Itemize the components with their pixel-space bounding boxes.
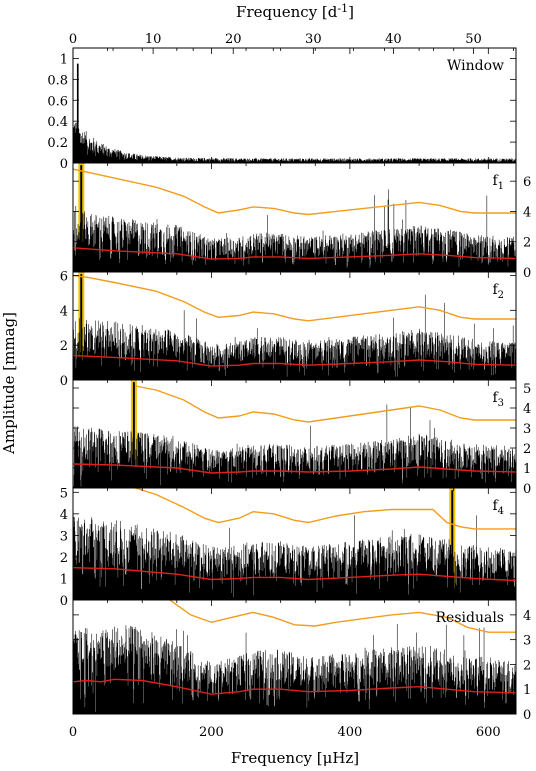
panel-label-f1: f1 — [492, 173, 504, 192]
ytick-label-f3: 5 — [523, 382, 531, 397]
threshold-line-f3 — [135, 385, 516, 423]
bottom-xtick-label: 0 — [69, 725, 77, 740]
top-xtick-label: 10 — [145, 32, 162, 47]
ytick-label-f2: 6 — [60, 269, 68, 284]
threshold-line-f1 — [73, 168, 516, 216]
ytick-label-f2: 4 — [60, 304, 68, 319]
ytick-label-f4: 5 — [60, 486, 68, 501]
panel-f3 — [72, 379, 517, 489]
spectrum-f2 — [73, 274, 516, 380]
spectrum-residuals — [73, 623, 516, 714]
threshold-line-residuals — [169, 600, 516, 633]
panel-frame — [72, 599, 517, 715]
ytick-label-f3: 0 — [523, 482, 531, 497]
noise-line-f2 — [73, 354, 516, 367]
ytick-label-f4: 3 — [60, 529, 68, 544]
top-xtick-label: 30 — [305, 32, 322, 47]
panel-f2 — [72, 271, 517, 381]
panel-label-f4: f4 — [492, 498, 504, 517]
ytick-label-f3: 3 — [523, 422, 531, 437]
panel-f1 — [72, 162, 517, 273]
ytick-label-f1: 4 — [523, 205, 531, 220]
ytick-label-window: 0 — [60, 157, 68, 172]
spectrum-f4 — [73, 490, 516, 600]
panel-label-residuals: Residuals — [436, 610, 504, 626]
bottom-xtick-label: 600 — [476, 725, 501, 740]
ytick-label-f2: 0 — [60, 374, 68, 389]
ytick-label-window: 0.6 — [47, 94, 68, 109]
ytick-label-f2: 2 — [60, 339, 68, 354]
ytick-label-f3: 2 — [523, 442, 531, 457]
ytick-label-residuals: 1 — [523, 683, 531, 698]
ytick-label-f1: 0 — [523, 266, 531, 281]
ytick-label-f3: 4 — [523, 402, 531, 417]
panel-label-f2: f2 — [492, 282, 504, 301]
panel-label-window: Window — [447, 58, 504, 74]
top-xtick-label: 40 — [385, 32, 402, 47]
ytick-label-f3: 1 — [523, 462, 531, 477]
ytick-label-f4: 0 — [60, 594, 68, 609]
top-xtick-label: 0 — [69, 32, 77, 47]
noise-line-f3 — [73, 463, 516, 474]
top-axis-title: Frequency [d-1] — [236, 2, 354, 21]
threshold-line-f2 — [73, 274, 516, 322]
ytick-label-f4: 1 — [60, 572, 68, 587]
bottom-xtick-label: 400 — [337, 725, 362, 740]
top-xtick-label: 50 — [465, 32, 482, 47]
ytick-label-residuals: 4 — [523, 609, 531, 624]
bottom-xtick-label: 200 — [199, 725, 224, 740]
ytick-label-f4: 4 — [60, 508, 68, 523]
y-axis-title: Amplitude [mmag] — [0, 312, 18, 455]
ytick-label-window: 0.4 — [47, 115, 68, 130]
top-xtick-label: 20 — [225, 32, 242, 47]
panels-group — [72, 47, 517, 715]
ytick-label-residuals: 2 — [523, 658, 531, 673]
ytick-label-f1: 6 — [523, 175, 531, 190]
ytick-label-residuals: 0 — [523, 708, 531, 723]
ytick-label-f4: 2 — [60, 551, 68, 566]
ytick-label-window: 1 — [60, 52, 68, 67]
ytick-label-f1: 2 — [523, 236, 531, 251]
noise-line-f1 — [73, 247, 516, 260]
spectrum-window — [73, 63, 516, 163]
noise-line-f4 — [73, 567, 516, 582]
noise-line-residuals — [73, 678, 516, 695]
panel-residuals — [72, 599, 517, 715]
ytick-label-window: 0.2 — [47, 136, 68, 151]
ytick-label-residuals: 3 — [523, 634, 531, 649]
ytick-label-window: 0.8 — [47, 73, 68, 88]
panel-f4 — [72, 487, 517, 601]
threshold-line-f4 — [135, 488, 516, 530]
bottom-axis-title: Frequency [μHz] — [231, 749, 359, 767]
panel-label-f3: f3 — [492, 390, 504, 409]
